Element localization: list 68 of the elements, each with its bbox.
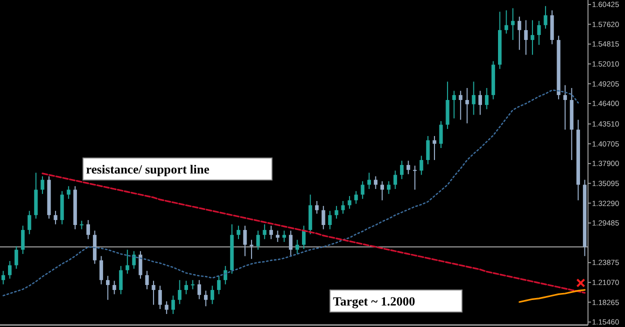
candlestick — [406, 160, 410, 175]
candlestick — [504, 10, 508, 34]
candlestick — [465, 87, 469, 124]
candlestick — [452, 90, 456, 119]
candlestick — [439, 120, 443, 149]
candlestick — [484, 87, 489, 110]
candlestick — [112, 280, 116, 295]
candlestick — [54, 210, 58, 225]
candlestick — [544, 6, 548, 30]
annotation: Target ~ 1.2000 — [333, 294, 416, 308]
candlestick — [386, 180, 391, 194]
candlestick — [472, 81, 476, 116]
candlestick — [354, 190, 358, 204]
candlestick — [537, 20, 541, 46]
candlestick — [380, 180, 384, 201]
candlestick — [256, 230, 260, 250]
candlestick — [158, 285, 162, 310]
candlestick — [132, 250, 136, 270]
candlestick — [524, 20, 528, 56]
line-series — [2, 89, 579, 296]
candlestick — [360, 180, 364, 200]
candlestick — [400, 160, 404, 180]
candlestick — [518, 16, 522, 50]
candlestick — [1, 270, 6, 285]
candlestick — [341, 200, 345, 214]
candlestick — [563, 84, 567, 130]
candlestick — [478, 90, 482, 116]
candlestick — [210, 285, 214, 305]
candlestick — [458, 90, 462, 120]
candlestick — [99, 256, 104, 285]
candlestick — [171, 295, 175, 314]
candlestick — [197, 280, 202, 300]
candlestick — [348, 196, 352, 210]
candlestick — [530, 20, 534, 56]
candlestick — [204, 290, 208, 307]
candlestick — [14, 246, 18, 270]
candlestick — [269, 225, 273, 240]
candlestick — [315, 200, 319, 214]
candlestick — [243, 225, 247, 257]
candlestick — [426, 136, 430, 165]
candlestick — [322, 205, 326, 230]
candlestick — [393, 170, 398, 190]
candlestick — [178, 280, 182, 305]
candlestick — [66, 186, 70, 200]
candlestick — [21, 225, 25, 254]
candlestick — [86, 220, 90, 240]
candlestick — [217, 275, 221, 295]
candlestick — [119, 265, 123, 295]
candlestick — [262, 224, 266, 240]
candlestick — [145, 270, 149, 290]
candlestick — [40, 176, 44, 194]
candlestick — [28, 210, 32, 235]
candlestick — [288, 230, 293, 257]
candlestick — [328, 210, 332, 230]
candlestick — [334, 205, 338, 220]
candlestick — [413, 165, 417, 190]
candlestick — [511, 8, 515, 40]
candlestick — [106, 275, 110, 300]
candlestick — [432, 136, 436, 161]
candlestick — [8, 260, 12, 280]
candlestick — [184, 280, 188, 295]
annotation: resistance/ support line — [86, 162, 210, 176]
line-series — [518, 289, 586, 303]
candlestick — [236, 225, 240, 240]
candlestick — [190, 280, 195, 290]
candlestick — [152, 280, 156, 306]
candlestick — [420, 155, 424, 176]
candlestick — [138, 250, 142, 280]
